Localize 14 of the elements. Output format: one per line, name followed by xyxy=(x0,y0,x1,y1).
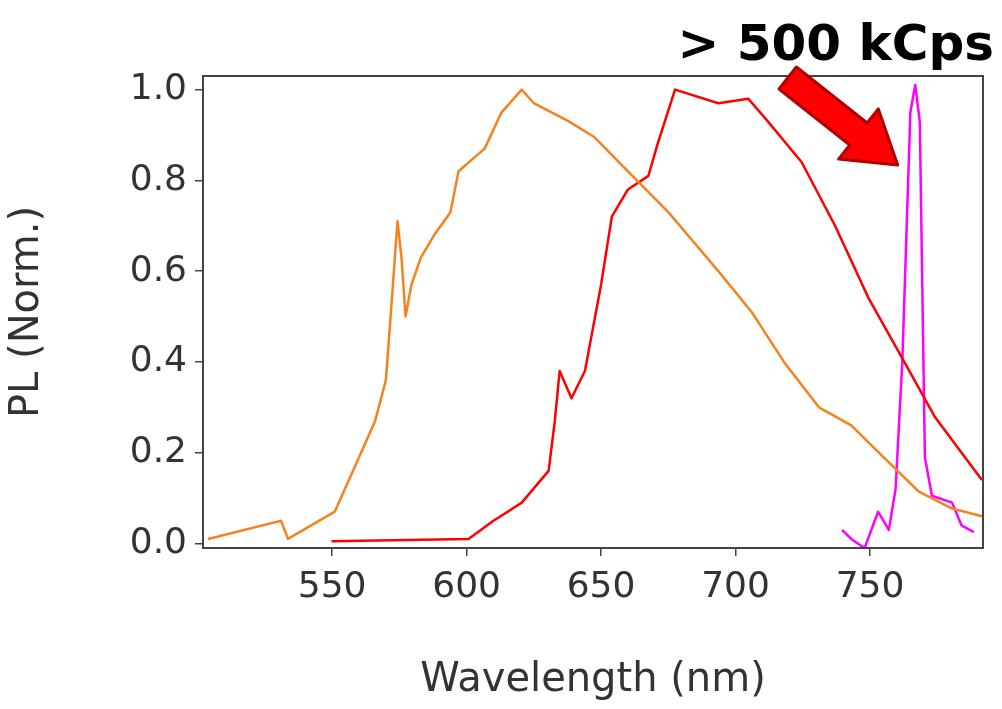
y-axis-title: PL (Norm.) xyxy=(1,205,48,419)
y-tick-label: 0.4 xyxy=(129,338,187,380)
x-tick-label: 550 xyxy=(297,563,367,605)
x-axis-title: Wavelength (nm) xyxy=(420,654,766,701)
x-tick-label: 600 xyxy=(432,563,501,605)
x-tick-label: 700 xyxy=(701,563,770,605)
y-tick-label: 1.0 xyxy=(129,65,187,107)
x-tick-label: 650 xyxy=(566,563,636,605)
y-tick-label: 0.6 xyxy=(129,247,187,289)
y-tick-label: 0.8 xyxy=(129,156,187,198)
annotation: > 500 kCps xyxy=(677,14,994,72)
x-tick-label: 750 xyxy=(835,563,905,605)
y-tick-label: 0.2 xyxy=(129,429,187,471)
y-tick-label: 0.0 xyxy=(129,519,187,561)
